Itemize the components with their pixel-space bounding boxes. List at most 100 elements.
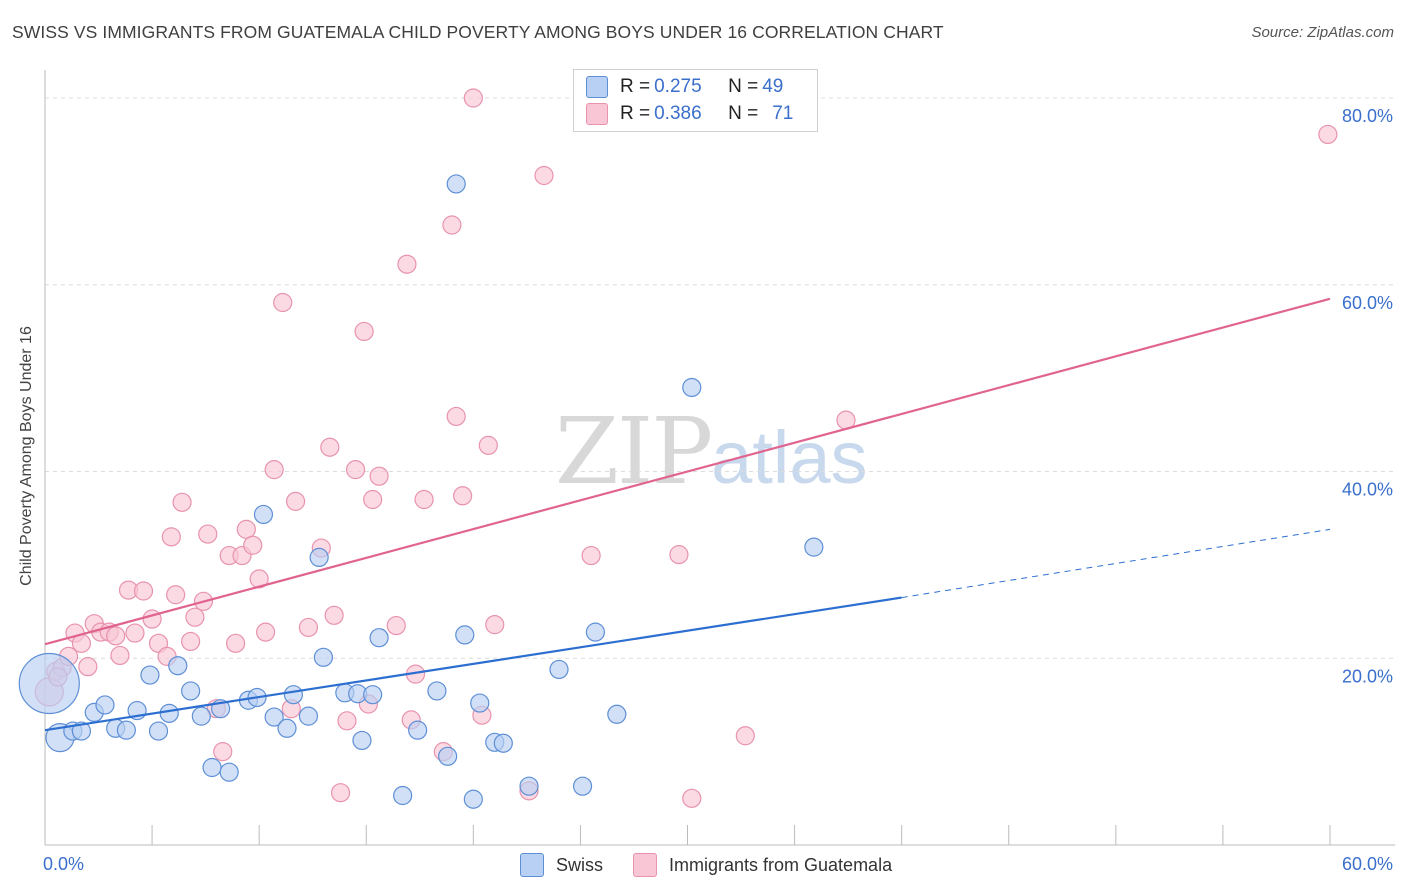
swiss-point [313, 647, 334, 667]
swiss-point [159, 703, 179, 723]
guatemala-point [386, 615, 406, 636]
correlation-legend: R = 0.275 N = 49 R = 0.386 N = 71 [573, 69, 818, 132]
swiss-point [298, 706, 319, 726]
guatemala-point [534, 165, 554, 186]
swiss-point [168, 656, 188, 676]
swiss-point [455, 625, 475, 645]
guatemala-point [181, 631, 201, 652]
guatemala-swatch [586, 103, 608, 125]
source-credit: Source: ZipAtlas.com [1251, 24, 1394, 41]
guatemala-point [324, 605, 344, 625]
guatemala-point [369, 466, 389, 486]
guatemala-r-label: R = [620, 103, 651, 124]
guatemala-point [298, 617, 319, 638]
guatemala-point [166, 585, 186, 605]
guatemala-point [581, 545, 601, 566]
y-tick-label: 20.0% [1342, 666, 1393, 686]
y-tick-label: 60.0% [1342, 293, 1393, 313]
guatemala-r-value: 0.386 [654, 103, 702, 124]
swiss-point [363, 685, 383, 705]
y-tick-label: 80.0% [1342, 106, 1393, 126]
guatemala-point [478, 435, 498, 455]
guatemala-point [354, 321, 374, 342]
guatemala-point [453, 486, 473, 506]
swiss-point [202, 757, 222, 778]
swiss-point [446, 174, 466, 194]
guatemala-point [198, 524, 218, 544]
guatemala-point [320, 437, 340, 457]
chart-title: SWISS VS IMMIGRANTS FROM GUATEMALA CHILD… [12, 22, 944, 42]
guatemala-point [110, 645, 130, 666]
guatemala-point [273, 292, 293, 313]
swiss-trend-line [44, 596, 902, 732]
swiss-point [572, 776, 593, 796]
swiss-point [71, 721, 92, 741]
swiss-point [470, 693, 490, 713]
guatemala-point [1318, 124, 1338, 145]
guatemala-point [285, 491, 306, 511]
guatemala-point [669, 545, 689, 565]
swiss-point [309, 547, 329, 568]
swiss-point [549, 659, 569, 680]
swiss-point [140, 665, 160, 685]
swiss-r-label: R = [620, 76, 651, 97]
guatemala-point [255, 622, 276, 642]
swiss-point [369, 628, 389, 648]
swiss-point [283, 685, 304, 705]
guatemala-legend-swatch [633, 853, 658, 877]
swiss-legend-label: Swiss [556, 854, 604, 875]
guatemala-point [125, 623, 145, 643]
guatemala-n-value: 71 [772, 103, 794, 124]
guatemala-point [213, 742, 233, 762]
swiss-point [181, 681, 201, 701]
swiss-point [408, 720, 428, 740]
guatemala-point [682, 788, 702, 808]
swiss-point [18, 652, 80, 715]
legend-item-swiss: Swiss [520, 853, 603, 877]
series-legend: Swiss Immigrants from Guatemala [520, 851, 922, 879]
guatemala-point [414, 489, 434, 510]
guatemala-point [735, 726, 755, 746]
guatemala-n-label: N = [728, 103, 759, 124]
guatemala-point [442, 215, 462, 235]
swiss-point [519, 776, 539, 796]
watermark-zip: ZIP [555, 398, 713, 505]
guatemala-point [363, 489, 383, 510]
guatemala-point [249, 569, 269, 589]
swiss-point [682, 377, 702, 398]
x-tick-label: 0.0% [43, 854, 84, 874]
guatemala-point [485, 615, 505, 635]
swiss-point [95, 695, 115, 715]
guatemala-trend-line [44, 297, 1331, 646]
swiss-swatch [586, 76, 608, 98]
swiss-point [264, 707, 284, 727]
guatemala-point [337, 711, 357, 731]
guatemala-point [133, 581, 154, 601]
guatemala-point [78, 657, 98, 677]
guatemala-point [106, 626, 126, 646]
guatemala-point [446, 406, 466, 427]
swiss-point [427, 681, 447, 701]
swiss-n-label: N = [728, 76, 759, 97]
swiss-point [191, 706, 211, 726]
swiss-trend-extension [901, 528, 1331, 599]
guatemala-point [397, 254, 417, 274]
guatemala-point [463, 88, 483, 108]
swiss-point [352, 730, 372, 751]
guatemala-point [243, 535, 263, 555]
legend-item-guatemala: Immigrants from Guatemala [633, 853, 892, 877]
swiss-point [607, 704, 627, 724]
legend-row-guatemala: R = 0.386 N = 71 [586, 102, 793, 126]
swiss-point [804, 537, 824, 557]
swiss-legend-swatch [520, 853, 544, 877]
swiss-r-value: 0.275 [654, 76, 702, 97]
swiss-point [219, 762, 239, 782]
y-tick-label: 40.0% [1342, 480, 1393, 500]
guatemala-point [172, 492, 192, 512]
swiss-point [438, 746, 458, 766]
swiss-point [148, 721, 169, 741]
guatemala-point [264, 460, 284, 480]
guatemala-point [330, 783, 351, 803]
swiss-point [463, 789, 483, 809]
